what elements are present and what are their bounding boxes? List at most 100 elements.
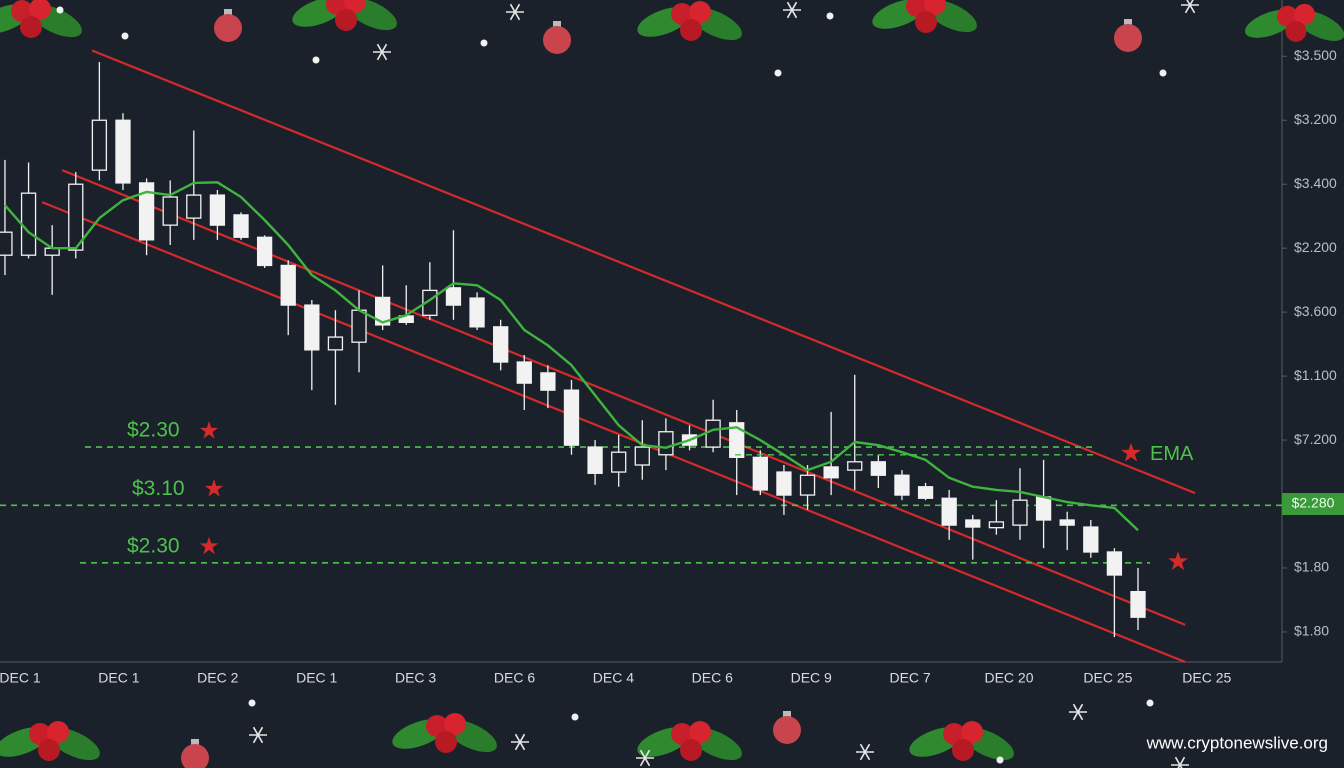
- holly-berry: [335, 9, 357, 31]
- ornament-cap: [783, 711, 791, 717]
- candle-body: [20, 192, 37, 256]
- holly-berry: [671, 3, 693, 25]
- candle: [634, 420, 650, 480]
- x-tick-label: DEC 1: [0, 670, 41, 686]
- candle-body: [138, 182, 155, 241]
- x-tick-label: DEC 3: [395, 670, 436, 686]
- candle-body: [469, 297, 485, 328]
- candle-body: [516, 361, 532, 384]
- snow-dot: [312, 56, 320, 64]
- y-tick-label: $3.500: [1294, 47, 1337, 63]
- snowflake: [1184, 0, 1194, 14]
- candle: [729, 409, 745, 496]
- ema-star: ★: [1119, 438, 1142, 468]
- ornament-cap: [1124, 19, 1132, 25]
- candle: [917, 482, 934, 501]
- candle-body: [1059, 519, 1075, 526]
- candle: [162, 180, 178, 245]
- holly-berry: [689, 721, 711, 743]
- candle-body: [304, 304, 320, 351]
- candle-body: [280, 264, 296, 306]
- candle-body: [941, 497, 957, 526]
- level-label: $2.30: [127, 534, 180, 557]
- snow-dot: [1159, 69, 1167, 77]
- holly-berry: [924, 0, 946, 15]
- candle-body: [823, 466, 839, 479]
- ema-line: [4, 181, 1139, 532]
- candle: [256, 235, 273, 268]
- candle: [0, 159, 13, 276]
- holly: [392, 713, 497, 753]
- watermark: www.cryptonewslive.org: [1146, 733, 1328, 752]
- candle: [823, 411, 839, 496]
- holly: [872, 0, 977, 33]
- y-tick-label: $1.80: [1294, 559, 1329, 575]
- level-star: ★: [198, 417, 220, 444]
- snowflake: [639, 749, 651, 767]
- candle: [1012, 468, 1028, 540]
- candle: [445, 230, 462, 320]
- ornament: [214, 14, 242, 42]
- ornament-cap: [191, 739, 199, 745]
- candle-body: [209, 194, 226, 226]
- y-tick-label: $3.400: [1294, 175, 1337, 191]
- trendline: [61, 169, 1186, 626]
- holly: [637, 721, 742, 761]
- candle-body: [729, 422, 745, 458]
- y-tick-label: $3.600: [1294, 303, 1337, 319]
- candle-body: [587, 446, 603, 474]
- snow-dot: [996, 756, 1004, 764]
- snowflake: [509, 3, 521, 21]
- candle: [327, 310, 344, 405]
- holly: [909, 721, 1014, 761]
- candle-body: [965, 519, 981, 528]
- x-tick-label: DEC 6: [494, 670, 535, 686]
- star: ★: [1166, 546, 1189, 576]
- candle: [611, 434, 627, 487]
- plot-area: $3.500 $3.200 $3.400 $2.200 $3.600 $1.100 $7.2…: [0, 47, 1344, 686]
- snowflake: [514, 733, 526, 751]
- holly: [1245, 3, 1344, 42]
- holly-berry: [943, 723, 965, 745]
- candle-body: [493, 326, 509, 363]
- candle-body: [115, 119, 131, 184]
- candle-body: [611, 451, 627, 473]
- candle: [752, 450, 768, 496]
- ornament-cap: [224, 9, 232, 15]
- candle: [209, 189, 226, 240]
- snow-dot: [571, 713, 579, 721]
- candle: [233, 212, 249, 240]
- candle: [68, 172, 84, 259]
- candle: [540, 365, 556, 409]
- trendline: [91, 49, 1196, 495]
- x-tick-label: DEC 6: [692, 670, 733, 686]
- candle-body: [0, 231, 13, 256]
- holly: [0, 0, 82, 38]
- holly-berry: [1276, 5, 1298, 27]
- candle-body: [799, 474, 816, 496]
- holly: [637, 1, 742, 41]
- ornament: [543, 26, 571, 54]
- candle-body: [1012, 499, 1028, 526]
- candle-body: [68, 183, 84, 251]
- candle: [91, 62, 108, 181]
- holly: [0, 721, 100, 761]
- holly-berry: [444, 713, 466, 735]
- candle: [469, 292, 485, 331]
- holly: [292, 0, 397, 31]
- y-tick-label: $3.200: [1294, 111, 1337, 127]
- candle: [658, 418, 674, 471]
- candle: [941, 489, 957, 540]
- holly-berry: [47, 721, 69, 743]
- candle: [988, 500, 1005, 535]
- snowflake: [786, 1, 798, 19]
- candle: [563, 379, 580, 455]
- ornament: [773, 716, 801, 744]
- candle: [587, 440, 603, 485]
- candle-body: [988, 521, 1005, 529]
- candle: [776, 464, 792, 515]
- level-star: ★: [203, 476, 225, 503]
- snowflake: [1177, 756, 1186, 768]
- snow-dot: [121, 32, 129, 40]
